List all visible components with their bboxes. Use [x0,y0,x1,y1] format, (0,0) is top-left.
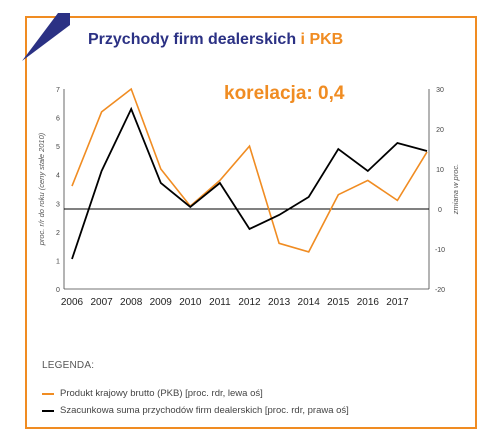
y-right-tick-label: -20 [435,287,445,294]
y-left-tick-label: 2 [56,230,60,237]
legend-label-pkb: Produkt krajowy brutto (PKB) [proc. rdr,… [60,388,263,399]
x-tick-label: 2016 [357,297,380,308]
x-tick-label: 2011 [209,297,231,308]
y-left-tick-label: 7 [56,87,60,94]
title-pkb: PKB [309,31,344,48]
y-left-tick-label: 4 [56,173,60,180]
y-left-tick-label: 5 [56,144,60,151]
x-tick-label: 2012 [238,297,261,308]
x-tick-label: 2009 [150,297,173,308]
y-right-tick-label: 0 [438,207,442,214]
x-tick-label: 2007 [90,297,113,308]
series-layer [71,87,428,260]
y-right-tick-label: 30 [436,87,444,94]
y-left-axis-title: proc. r/r do roku (ceny stałe 2010) [37,132,46,246]
y-right-tick-label: -10 [435,247,445,254]
title-main: Przychody firm dealerskich [88,31,297,48]
x-tick-label: 2008 [120,297,143,308]
y-right-axis-title: zmiana w proc. [451,164,460,215]
y-left-tick-label: 1 [56,258,60,265]
legend-swatch-pkb [42,392,54,395]
chart-title: Przychody firm dealerskich i PKB [88,31,448,49]
legend-title: LEGENDA: [42,360,95,371]
axes-layer [63,89,430,290]
y-right-tick-label: 20 [436,127,444,134]
labels-layer: 0 1 2 3 4 5 6 7 -20 -10 0 10 20 30 2006 2007 2008 2009 201… [37,87,460,308]
chart-card [25,16,477,429]
title-separator: i [300,31,305,48]
legend-item-pkb: Produkt krajowy brutto (PKB) [proc. rdr,… [42,388,263,399]
legend-item-dealers: Szacunkowa suma przychodów firm dealersk… [42,405,349,416]
legend-swatch-dealers [42,409,54,412]
x-tick-label: 2010 [179,297,202,308]
series-line-pkb [71,87,428,253]
x-tick-label: 2013 [268,297,291,308]
corner-tab-icon [22,13,70,61]
y-right-tick-label: 10 [436,167,444,174]
x-tick-label: 2015 [327,297,350,308]
y-left-tick-label: 3 [56,201,60,208]
x-tick-label: 2017 [386,297,409,308]
legend-label-dealers: Szacunkowa suma przychodów firm dealersk… [60,405,349,416]
x-tick-label: 2006 [61,297,84,308]
y-left-tick-label: 6 [56,116,60,123]
x-tick-label: 2014 [298,297,321,308]
correlation-annotation: korelacja: 0,4 [224,83,345,104]
y-left-tick-label: 0 [56,287,60,294]
